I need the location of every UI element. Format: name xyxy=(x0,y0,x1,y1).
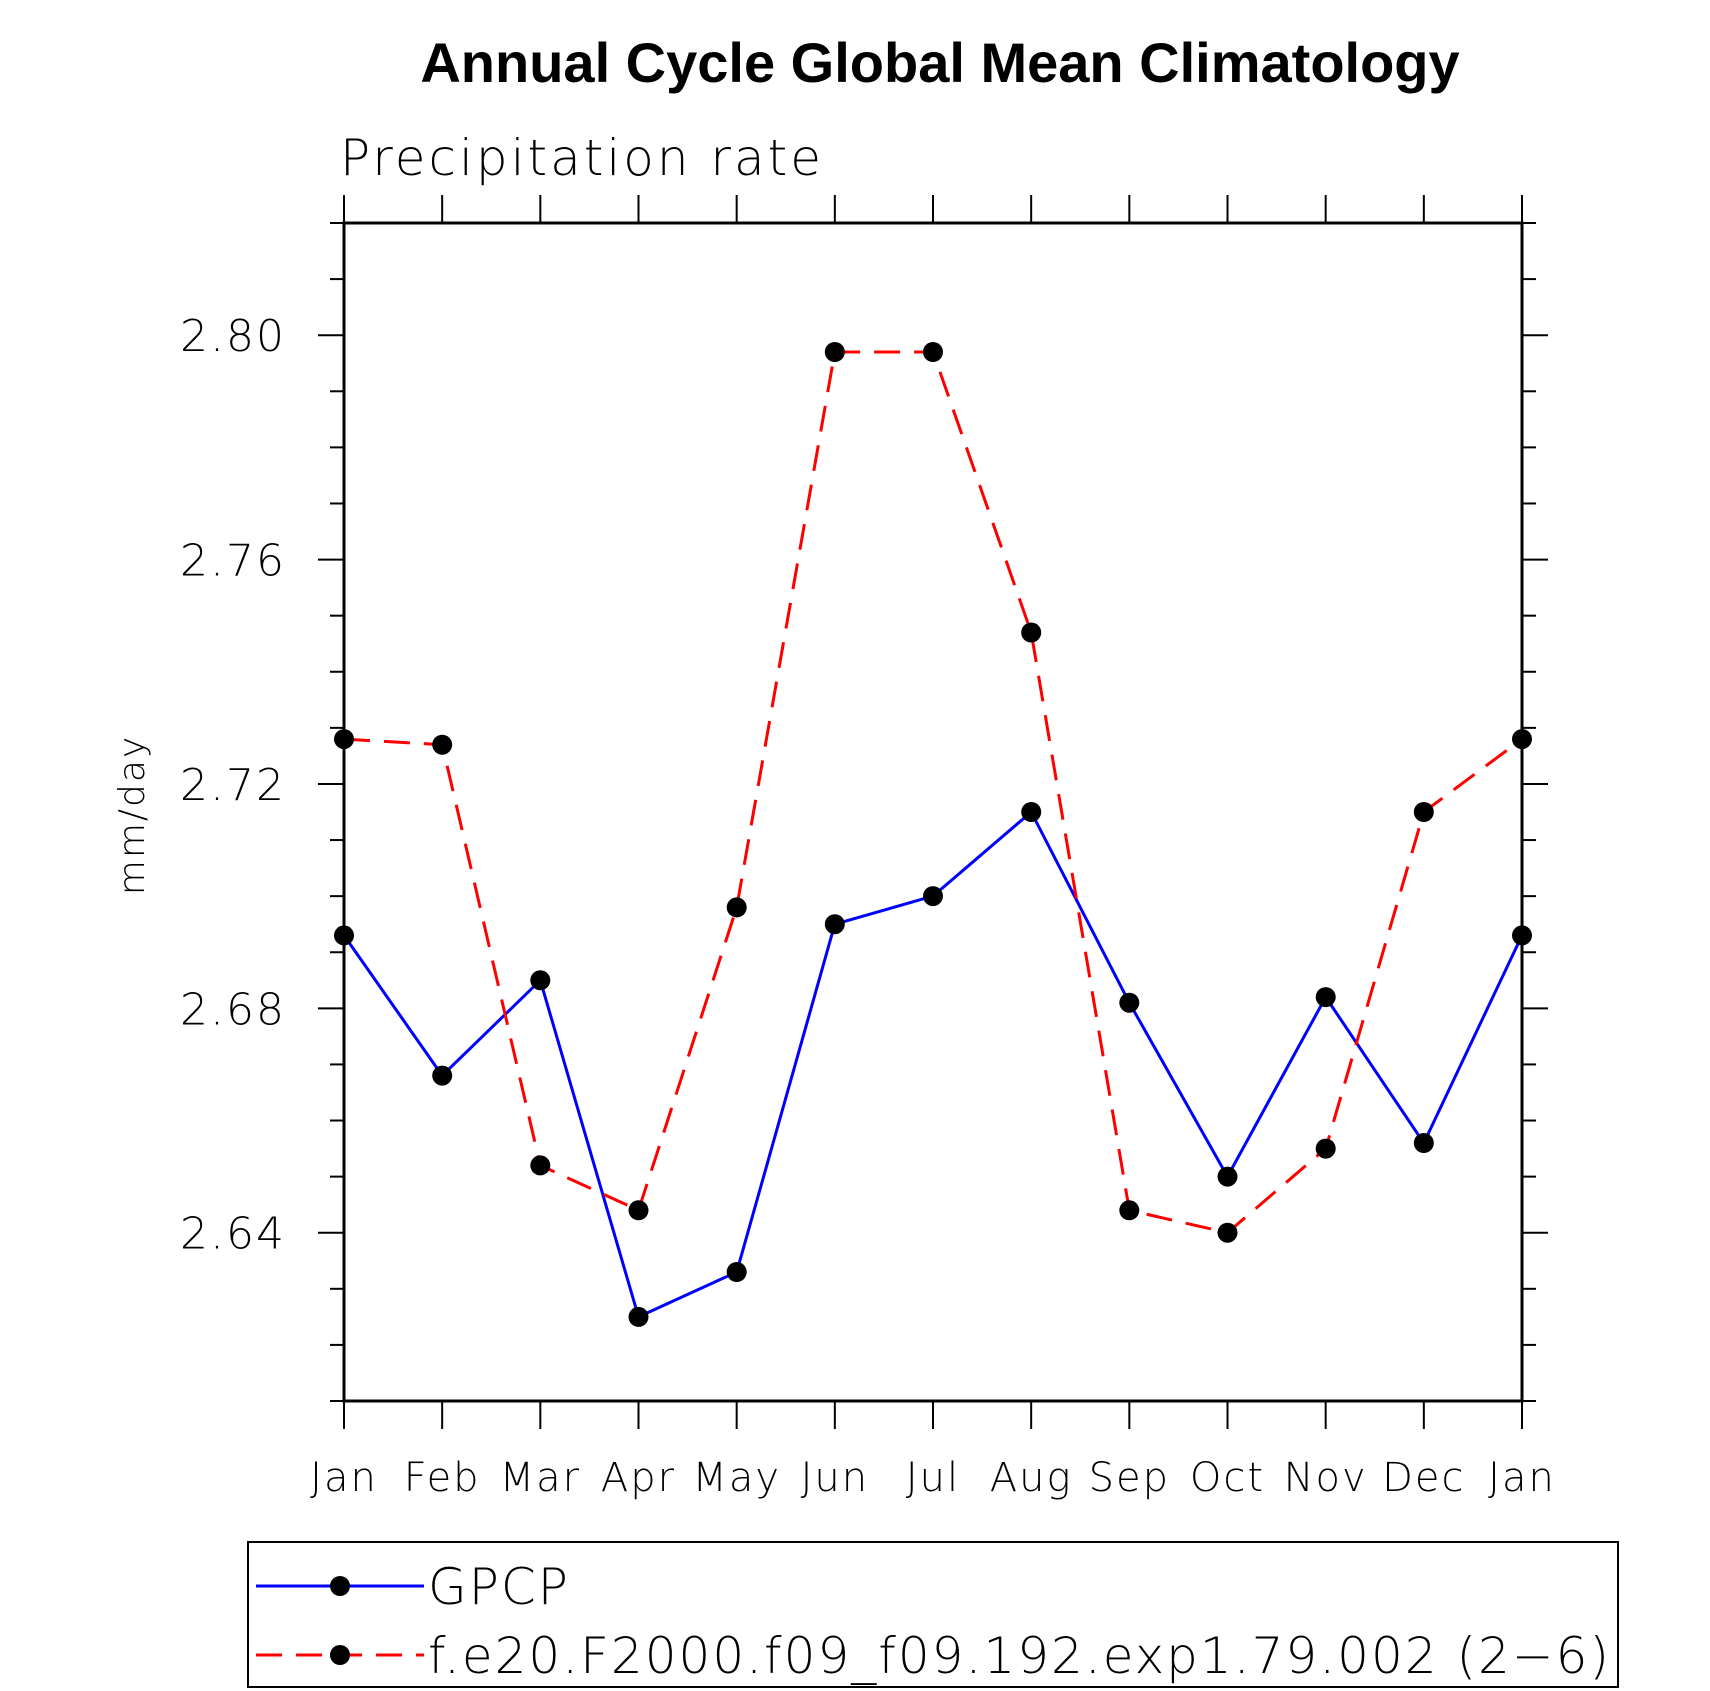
x-tick-label-jun: Jun xyxy=(801,1455,870,1501)
y-axis-label: mm/day xyxy=(112,735,153,895)
data-point-model xyxy=(726,897,747,918)
data-point-model xyxy=(824,342,845,362)
series-layer xyxy=(334,342,1532,1327)
series-line-model xyxy=(343,350,1523,1235)
data-point-gpcp xyxy=(1413,1133,1434,1153)
x-tick-label-dec: Dec xyxy=(1382,1455,1465,1501)
legend-marker-model xyxy=(330,1645,350,1665)
chart-title: Annual Cycle Global Mean Climatology xyxy=(420,31,1459,94)
y-tick-label: 2.76 xyxy=(180,536,286,587)
y-tick-label: 2.72 xyxy=(180,760,286,811)
legend-box xyxy=(247,1541,1619,1688)
x-tick-label-jan: Jan xyxy=(310,1455,378,1501)
legend-label-gpcp: GPCP xyxy=(428,1558,570,1616)
chart-subtitle: Precipitation rate xyxy=(340,129,824,187)
data-point-gpcp xyxy=(1217,1166,1238,1187)
legend-marker-gpcp xyxy=(330,1576,350,1596)
data-point-gpcp xyxy=(628,1306,649,1327)
data-point-model xyxy=(334,729,354,750)
x-tick-label-sep: Sep xyxy=(1089,1455,1170,1501)
data-point-gpcp xyxy=(923,886,943,907)
x-axis-ticks: Jan Feb Mar Apr May Jun Jul Aug Sep Oct Nov Dec Jan xyxy=(310,195,1556,1501)
legend-label-model: f.e20.F2000.f09_f09.192.exp1.79.002 (2−6… xyxy=(428,1627,1611,1685)
data-point-model xyxy=(628,1200,649,1221)
data-point-gpcp xyxy=(726,1262,747,1282)
data-point-gpcp xyxy=(1021,802,1042,822)
x-tick-label-mar: Mar xyxy=(500,1455,581,1501)
x-tick-label-may: May xyxy=(692,1455,781,1501)
x-tick-label-apr: Apr xyxy=(601,1455,676,1501)
x-tick-label-nov: Nov xyxy=(1284,1455,1368,1501)
y-tick-label: 2.64 xyxy=(180,1209,286,1260)
plot-frame xyxy=(342,221,1524,1403)
data-point-model xyxy=(530,1155,551,1176)
y-tick-label: 2.80 xyxy=(180,311,286,362)
data-point-gpcp xyxy=(1315,987,1336,1008)
data-point-gpcp xyxy=(334,925,354,946)
data-point-model xyxy=(1512,729,1532,750)
y-axis-ticks: 2.64 2.68 2.72 2.76 2.80 xyxy=(180,222,1548,1402)
data-point-gpcp xyxy=(530,970,551,991)
x-tick-label-jul: Jul xyxy=(906,1455,960,1501)
y-tick-label: 2.68 xyxy=(180,984,286,1035)
data-point-gpcp xyxy=(824,914,845,935)
data-point-gpcp xyxy=(1512,925,1532,946)
x-tick-label-oct: Oct xyxy=(1190,1455,1265,1501)
data-point-model xyxy=(1413,802,1434,822)
x-tick-label-aug: Aug xyxy=(990,1455,1073,1501)
legend: GPCP f.e20.F2000.f09_f09.192.exp1.79.002… xyxy=(247,1541,1619,1688)
data-point-model xyxy=(1119,1200,1140,1221)
x-tick-label-feb: Feb xyxy=(404,1455,481,1501)
data-point-model xyxy=(1315,1138,1336,1159)
x-tick-label-jan: Jan xyxy=(1488,1455,1556,1501)
data-point-model xyxy=(432,734,453,755)
data-point-gpcp xyxy=(432,1065,453,1086)
data-point-model xyxy=(923,342,943,362)
data-point-model xyxy=(1021,622,1042,643)
data-point-model xyxy=(1217,1222,1238,1243)
data-point-gpcp xyxy=(1119,992,1140,1013)
plot-border xyxy=(342,221,1524,1403)
